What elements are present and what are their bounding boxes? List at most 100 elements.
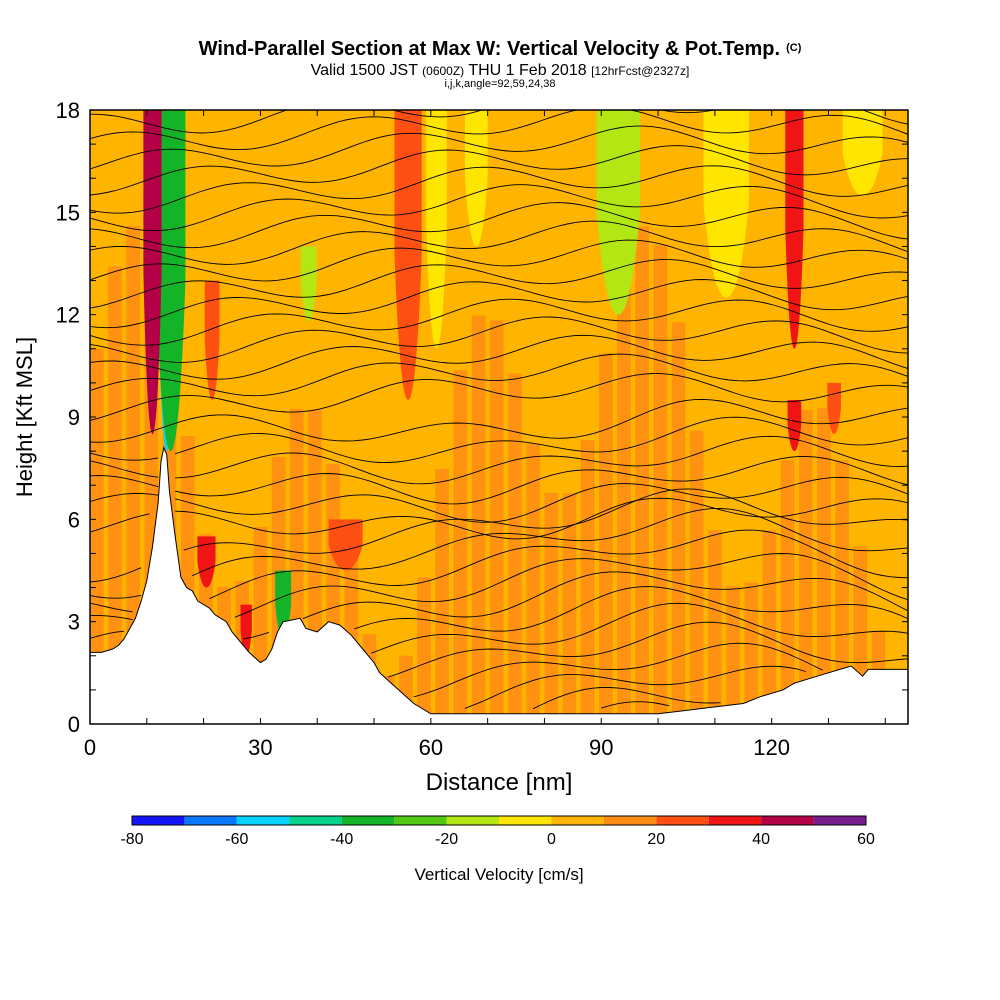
theta-contour	[90, 145, 908, 196]
theta-contour	[90, 125, 908, 170]
colorbar-tick-label: 0	[547, 831, 556, 848]
velocity-plume	[617, 269, 631, 724]
colorbar-tick-label: 60	[857, 831, 875, 848]
theta-contour	[90, 508, 908, 599]
theta-contour	[371, 602, 908, 654]
y-tick-label: 0	[68, 712, 80, 737]
velocity-plume	[435, 468, 450, 724]
theta-contour	[90, 220, 908, 265]
theta-contour	[388, 621, 908, 678]
velocity-plume	[762, 530, 777, 724]
x-tick-label: 90	[589, 735, 613, 760]
plot-area	[90, 110, 908, 724]
velocity-plume	[708, 530, 722, 724]
colorbar-swatch	[499, 816, 552, 825]
colorbar-label: Vertical Velocity [cm/s]	[414, 865, 583, 884]
colorbar-swatch	[761, 816, 814, 825]
colorbar-swatch	[394, 816, 447, 825]
theta-contour	[90, 529, 908, 613]
y-tick-label: 18	[56, 98, 80, 123]
theta-contour	[90, 298, 908, 346]
theta-contour	[413, 642, 823, 698]
y-tick-label: 3	[68, 610, 80, 635]
velocity-cell	[842, 110, 883, 196]
velocity-plume	[126, 225, 140, 724]
y-tick-label: 9	[68, 405, 80, 430]
chart-subtitle: Valid 1500 JST (0600Z) THU 1 Feb 2018 [1…	[310, 62, 690, 79]
velocity-plume	[417, 577, 431, 724]
x-axis-label: Distance [nm]	[426, 769, 573, 796]
y-tick-label: 12	[56, 303, 80, 328]
theta-contour	[90, 353, 908, 397]
theta-contour	[90, 553, 908, 621]
velocity-plume	[744, 582, 759, 724]
velocity-plume	[562, 493, 577, 724]
theta-contour	[90, 373, 908, 421]
colorbar-tick-label: -80	[120, 831, 143, 848]
colorbar-tick-label: 20	[647, 831, 665, 848]
colorbar-swatch	[813, 816, 866, 825]
terrain	[90, 446, 908, 724]
velocity-cell	[155, 110, 186, 452]
theta-contour	[90, 279, 908, 329]
theta-contour	[90, 259, 908, 309]
colorbar-frame	[131, 815, 867, 826]
velocity-plume	[817, 408, 831, 724]
theta-contour	[90, 316, 908, 363]
velocity-cell	[143, 110, 162, 435]
colorbar-tick-label: 40	[752, 831, 770, 848]
copyright-mark: (C)	[786, 42, 802, 54]
velocity-cell	[596, 110, 640, 315]
y-tick-label: 6	[68, 507, 80, 532]
colorbar-swatch	[446, 816, 499, 825]
velocity-cell	[204, 280, 220, 400]
velocity-plume	[835, 460, 849, 724]
velocity-plume	[671, 322, 686, 724]
x-tick-label: 0	[84, 735, 96, 760]
y-tick-label: 15	[56, 200, 80, 225]
velocity-plume	[580, 440, 595, 724]
colorbar-swatch	[551, 816, 604, 825]
chart-title: Wind-Parallel Section at Max W: Vertical…	[198, 38, 802, 60]
velocity-cell	[300, 246, 317, 322]
x-tick-label: 120	[753, 735, 790, 760]
colorbar-tick-label: -20	[435, 831, 458, 848]
theta-contour	[90, 416, 908, 463]
velocity-cell	[827, 382, 841, 435]
colorbar-swatch	[132, 816, 185, 825]
x-tick-label: 30	[248, 735, 272, 760]
theta-contour	[90, 571, 908, 640]
theta-contour	[464, 665, 806, 709]
velocity-plume	[489, 320, 504, 724]
theta-contour	[90, 497, 908, 540]
y-axis-label: Height [Kft MSL]	[12, 337, 37, 497]
theta-contour	[90, 110, 908, 134]
theta-contour	[90, 239, 908, 282]
velocity-plume	[471, 315, 486, 724]
velocity-cell	[240, 604, 252, 656]
theta-contour	[90, 165, 908, 214]
colorbar-tick-label: -40	[330, 831, 353, 848]
colorbar-swatch	[656, 816, 709, 825]
theta-contour	[90, 334, 908, 380]
velocity-plume	[798, 410, 813, 724]
colorbar-swatch	[708, 816, 762, 825]
theta-contour	[90, 476, 908, 523]
colorbar-swatch	[184, 816, 237, 825]
theta-contour	[90, 202, 908, 249]
theta-contour	[90, 398, 908, 443]
colorbar-swatch	[603, 816, 657, 825]
theta-contour	[90, 435, 908, 485]
velocity-cell	[328, 519, 363, 571]
velocity-plume	[544, 492, 559, 724]
theta-contour	[90, 456, 908, 505]
grid-indices: i,j,k,angle=92,59,24,38	[444, 78, 556, 90]
velocity-cell	[197, 536, 216, 588]
velocity-cell	[703, 110, 749, 298]
theta-contour	[90, 110, 908, 151]
velocity-cell	[785, 110, 804, 349]
velocity-plume	[780, 460, 795, 724]
colorbar-tick-label: -60	[225, 831, 248, 848]
theta-contour	[90, 184, 908, 232]
velocity-plume	[726, 586, 740, 724]
